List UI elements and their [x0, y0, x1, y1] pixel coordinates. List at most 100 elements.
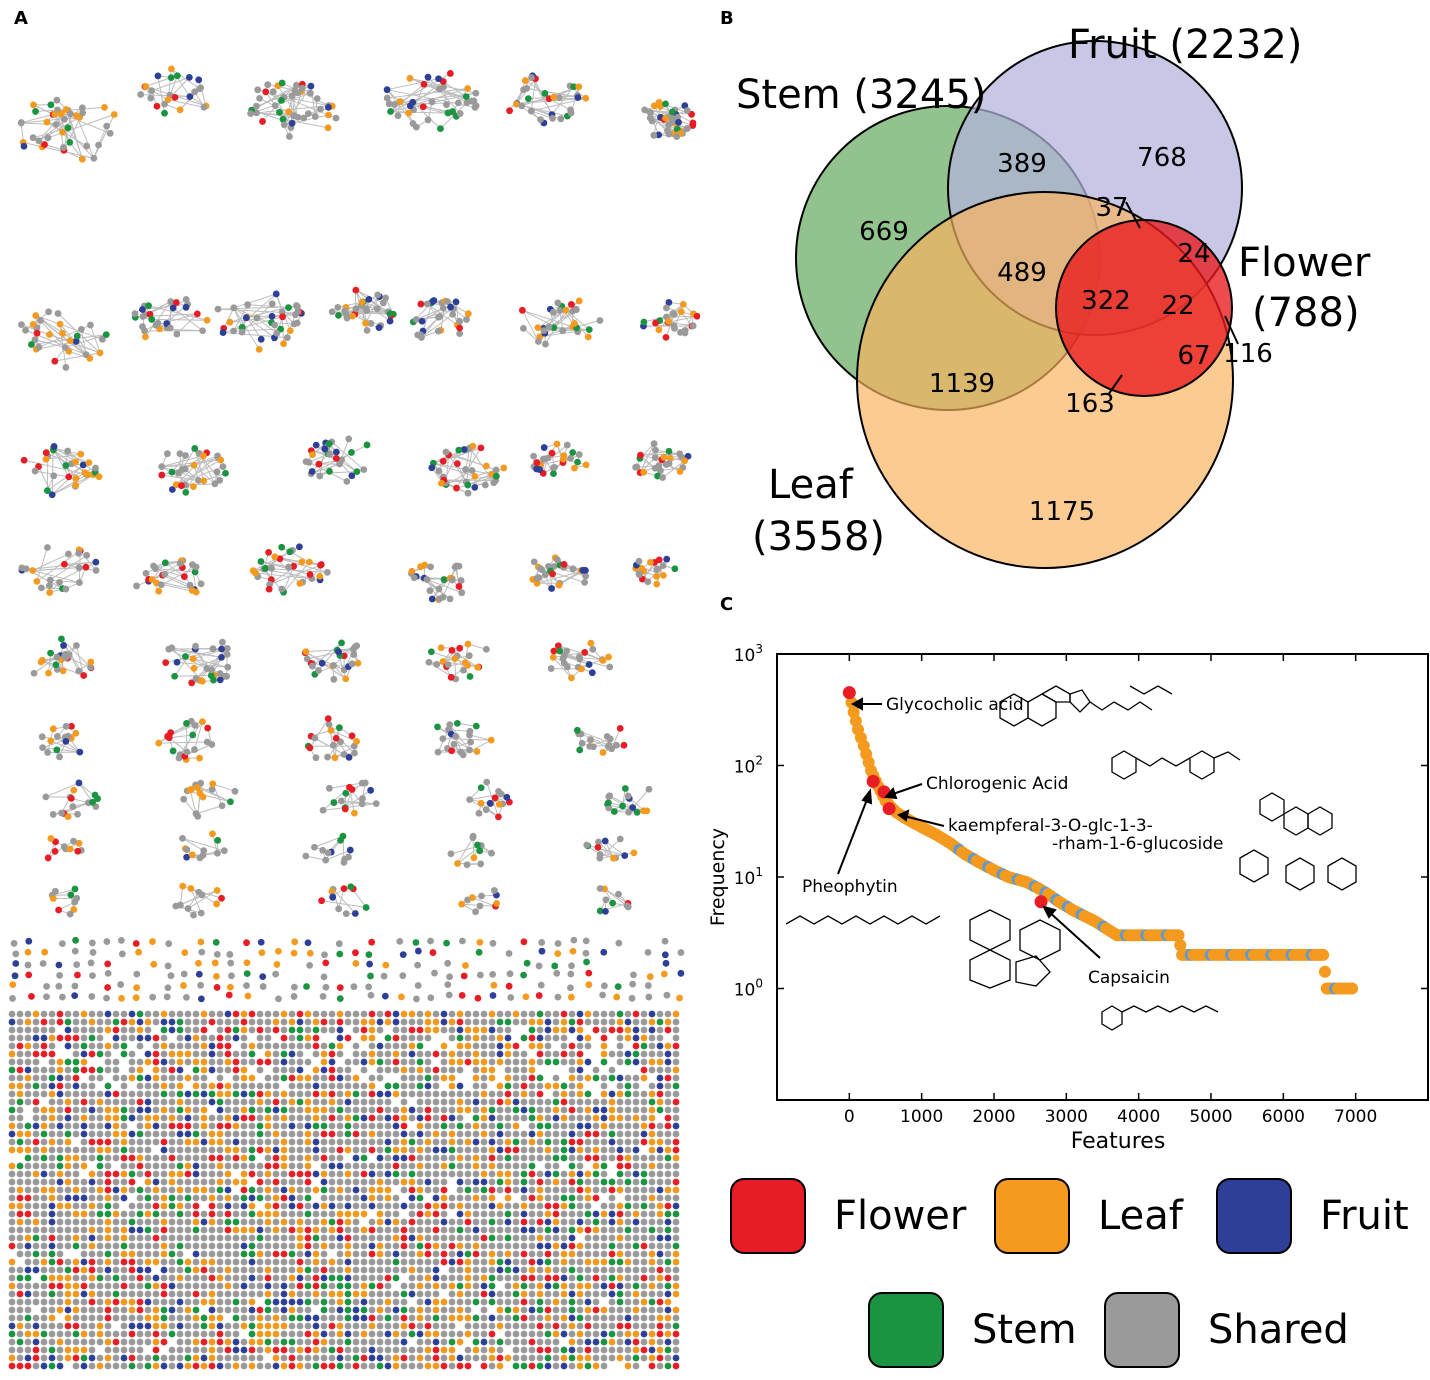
network-node	[678, 970, 685, 977]
network-node	[289, 1235, 296, 1242]
network-node	[9, 1259, 16, 1266]
network-node	[25, 1099, 32, 1106]
network-node	[545, 1083, 552, 1090]
network-node	[513, 1251, 520, 1258]
network-node	[97, 1179, 104, 1186]
network-node	[73, 475, 80, 482]
network-node	[601, 1099, 608, 1106]
network-node	[177, 1171, 184, 1178]
network-node	[438, 644, 445, 651]
network-node	[409, 1211, 416, 1218]
network-node	[345, 1059, 352, 1066]
network-node	[441, 1091, 448, 1098]
network-node	[521, 1243, 528, 1250]
network-node	[97, 1067, 104, 1074]
network-node	[49, 1051, 56, 1058]
network-node	[257, 1163, 264, 1170]
network-node	[177, 1251, 184, 1258]
network-node	[185, 1035, 192, 1042]
network-node	[41, 1123, 48, 1130]
network-node	[329, 1195, 336, 1202]
network-node	[449, 1219, 456, 1226]
network-node	[385, 1259, 392, 1266]
network-node	[294, 89, 301, 96]
network-node	[529, 1251, 536, 1258]
network-node	[9, 1131, 16, 1138]
network-node	[441, 1251, 448, 1258]
network-node	[401, 1091, 408, 1098]
network-node	[641, 1195, 648, 1202]
network-node	[33, 1083, 40, 1090]
network-node	[185, 1011, 192, 1018]
network-node	[9, 1011, 16, 1018]
network-node	[233, 1123, 240, 1130]
network-node	[449, 1091, 456, 1098]
network-node	[145, 1139, 152, 1146]
network-node	[273, 1139, 280, 1146]
network-node	[557, 307, 564, 314]
network-node	[670, 310, 677, 317]
network-node	[249, 1075, 256, 1082]
network-node	[57, 1107, 64, 1114]
network-node	[193, 1043, 200, 1050]
network-node	[161, 1259, 168, 1266]
network-node	[33, 1091, 40, 1098]
network-node	[393, 1019, 400, 1026]
network-node	[196, 971, 203, 978]
network-node	[113, 1219, 120, 1226]
network-node	[60, 144, 67, 151]
network-node	[268, 565, 275, 572]
network-node	[67, 891, 74, 898]
network-node	[217, 1163, 224, 1170]
network-node	[641, 1179, 648, 1186]
network-node	[451, 655, 458, 662]
network-node	[553, 1211, 560, 1218]
network-node	[89, 1011, 96, 1018]
network-node	[321, 1027, 328, 1034]
network-node	[209, 1235, 216, 1242]
network-node	[18, 119, 25, 126]
network-node	[393, 1171, 400, 1178]
network-node	[76, 749, 83, 756]
network-node	[265, 1179, 272, 1186]
network-node	[337, 837, 344, 844]
network-node	[71, 992, 78, 999]
network-node	[649, 1051, 656, 1058]
network-node	[297, 1171, 304, 1178]
network-node	[561, 1195, 568, 1202]
network-node	[214, 984, 221, 991]
network-node	[433, 1227, 440, 1234]
network-node	[201, 1091, 208, 1098]
network-node	[385, 1107, 392, 1114]
network-node	[259, 973, 266, 980]
network-node	[465, 1139, 472, 1146]
network-node	[81, 1067, 88, 1074]
network-node	[97, 1043, 104, 1050]
network-node	[257, 1019, 264, 1026]
network-node	[632, 464, 639, 471]
network-node	[393, 1059, 400, 1066]
network-node	[633, 1227, 640, 1234]
network-node	[441, 576, 448, 583]
network-node	[179, 883, 186, 890]
network-node	[44, 119, 51, 126]
network-node	[172, 903, 179, 910]
network-node	[361, 1059, 368, 1066]
network-node	[481, 1043, 488, 1050]
network-node	[503, 794, 510, 801]
network-node	[41, 1027, 48, 1034]
network-node	[633, 1043, 640, 1050]
network-node	[105, 1019, 112, 1026]
network-node	[665, 1227, 672, 1234]
network-node	[577, 1011, 584, 1018]
network-node	[249, 1115, 256, 1122]
network-node	[682, 327, 689, 334]
network-node	[281, 1171, 288, 1178]
network-node	[73, 961, 80, 968]
network-node	[606, 792, 613, 799]
network-node	[169, 1131, 176, 1138]
network-node	[655, 326, 662, 333]
network-node	[113, 1027, 120, 1034]
network-node	[256, 95, 263, 102]
network-node	[657, 1163, 664, 1170]
